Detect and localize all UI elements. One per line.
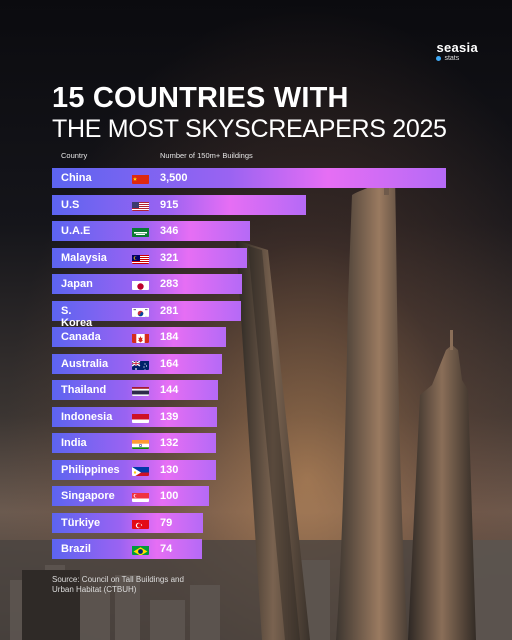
bar-malaysia	[52, 247, 247, 268]
bar-u-s	[52, 194, 307, 215]
bar-category-label: Australia	[61, 357, 109, 370]
brand-logo: seasia stats	[436, 40, 478, 62]
flag-singapore-icon	[132, 491, 149, 502]
bar-value-label: 915	[160, 198, 179, 211]
bar-value-label: 164	[160, 357, 179, 370]
bar-t-rkiye	[52, 512, 204, 533]
flag-uae-icon	[132, 226, 149, 237]
bar-value-label: 184	[160, 331, 179, 343]
flag-japan-icon	[132, 279, 149, 290]
flag-indonesia-icon	[132, 412, 149, 423]
flag-brazil-icon	[132, 544, 149, 555]
bar-category-label: S. Korea	[61, 304, 93, 329]
brand-sub: stats	[436, 55, 478, 62]
bar-singapore	[52, 486, 209, 506]
value-column-header: Number of 150m+ Buildings	[160, 151, 253, 160]
flag-usa-icon	[132, 200, 149, 211]
title-line-1: 15 COUNTRIES WITH	[52, 82, 349, 114]
flag-canada-icon	[132, 332, 149, 343]
bar-china	[52, 168, 446, 188]
bar-category-label: U.S	[61, 198, 80, 211]
bar-category-label: Japan	[61, 278, 93, 290]
bar-category-label: Malaysia	[61, 251, 107, 264]
bar-value-label: 3,500	[160, 172, 188, 184]
brand-name: seasia	[436, 40, 478, 55]
flag-turkiye-icon	[132, 518, 149, 529]
bar-value-label: 74	[160, 543, 173, 555]
bar-value-label: 79	[160, 516, 173, 529]
bar-category-label: Thailand	[61, 384, 107, 396]
bar-value-label: 130	[160, 463, 179, 476]
bar-u-a-e	[52, 221, 251, 241]
flag-malaysia-icon	[132, 253, 149, 264]
flag-china-icon	[132, 173, 149, 184]
bar-brazil	[52, 539, 202, 559]
title-line-2: THE MOST SKYSCREAPERS 2025	[52, 115, 447, 143]
flag-thailand-icon	[132, 385, 149, 396]
bar-value-label: 321	[160, 251, 179, 264]
flag-india-icon	[132, 438, 149, 449]
bar-category-label: Indonesia	[61, 410, 113, 423]
bar-value-label: 281	[160, 304, 179, 317]
bar-value-label: 139	[160, 410, 179, 423]
bar-category-label: China	[61, 172, 92, 184]
flag-australia-icon	[132, 359, 149, 370]
bar-value-label: 144	[160, 384, 179, 396]
flag-philippines-icon	[132, 465, 149, 476]
bar-value-label: 100	[160, 490, 179, 502]
bar-category-label: Canada	[61, 331, 101, 343]
flag-south-korea-icon	[132, 306, 149, 317]
bar-category-label: Singapore	[61, 490, 115, 502]
bar-category-label: U.A.E	[61, 225, 91, 237]
source-note: Source: Council on Tall Buildings and Ur…	[52, 575, 184, 594]
bar-category-label: Philippines	[61, 463, 120, 476]
brand-sub-label: stats	[444, 55, 460, 62]
bar-category-label: India	[61, 437, 87, 449]
brand-dot-icon	[436, 56, 442, 61]
bar-value-label: 283	[160, 278, 179, 290]
bar-value-label: 346	[160, 225, 179, 237]
country-column-header: Country	[61, 151, 88, 160]
bar-category-label: Türkiye	[61, 516, 101, 529]
bar-category-label: Brazil	[61, 543, 91, 555]
bar-value-label: 132	[160, 437, 179, 449]
